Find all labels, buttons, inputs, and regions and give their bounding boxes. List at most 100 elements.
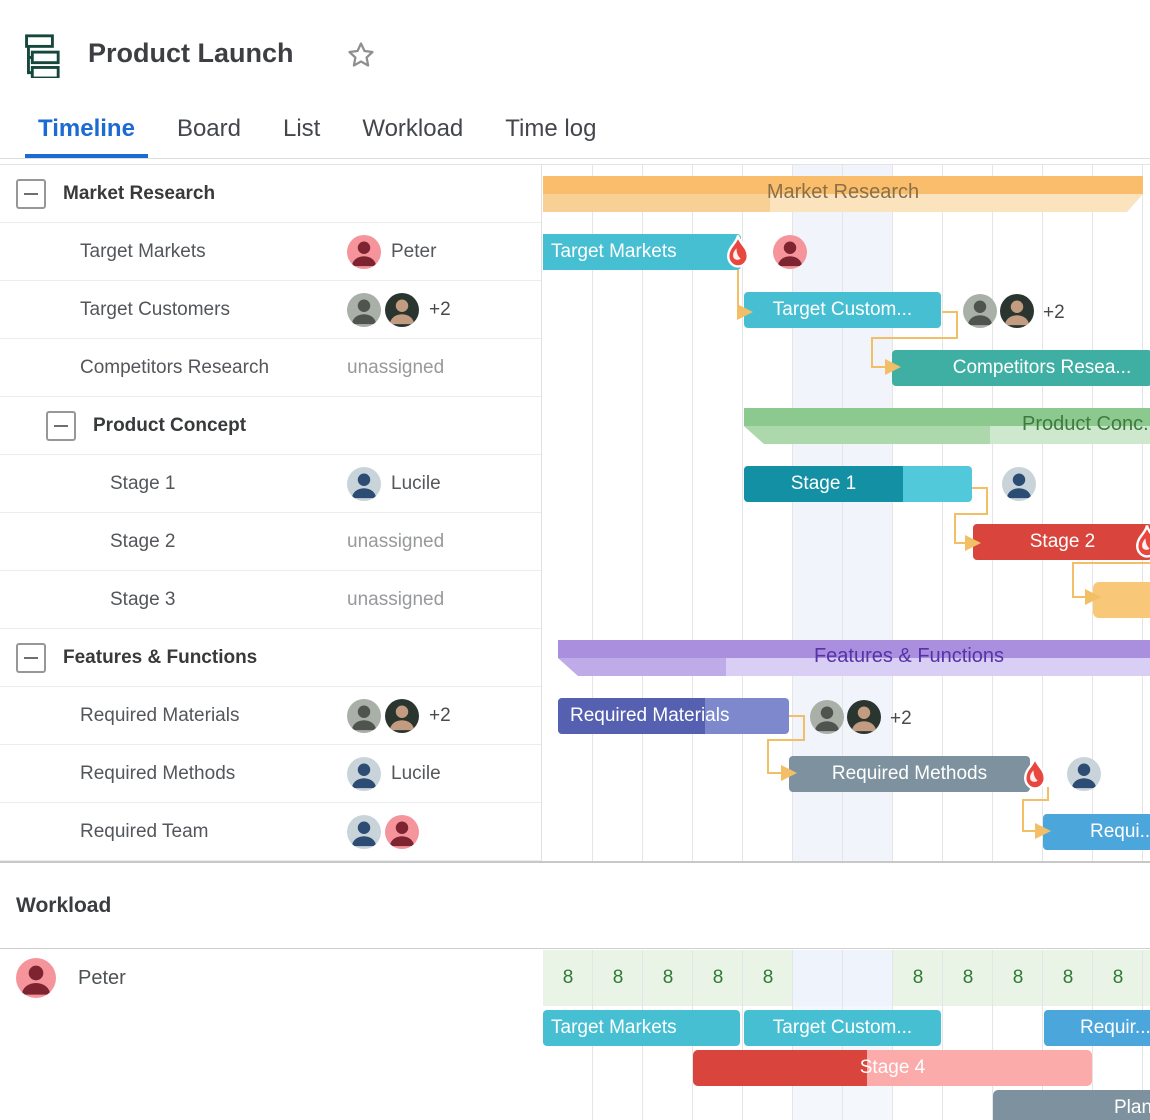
gantt-bar-features-functions[interactable] [558,640,1150,676]
workload-bar-stage-4[interactable]: Stage 4 [693,1050,1092,1086]
gantt-bar-label: Target Custom... [772,299,913,320]
collapse-button[interactable] [46,410,76,441]
workload-bar-target-markets[interactable]: Target Markets [543,1010,740,1046]
hours-cell: 8 [943,950,993,1006]
section-divider [0,861,1150,863]
task-name: Required Team [80,820,209,842]
gantt-bar-label: Stage 1 [790,473,857,494]
workload-bar-label: Plan... [1114,1097,1150,1118]
hours-cell: 8 [1043,950,1093,1006]
gantt-bar-label: Target Markets [551,241,677,262]
table-row-required-team[interactable]: Required Team [0,803,541,861]
table-row-required-methods[interactable]: Required Methods Lucile [0,745,541,803]
tab-time-log[interactable]: Time log [505,115,597,142]
table-row-target-customers[interactable]: Target Customers +2 [0,281,541,339]
tab-board[interactable]: Board [176,115,241,142]
assignee-overflow-count: +2 [1043,302,1065,323]
avatar-lucile [1002,467,1036,501]
star-favorite-icon[interactable] [346,40,376,70]
workload-bar-label: Target Markets [551,1017,677,1038]
workload-bar-label: Target Custom... [772,1017,913,1038]
task-name: Required Materials [80,704,240,726]
assignee-cell: unassigned [347,531,444,553]
task-name: Competitors Research [80,356,270,378]
tab-timeline[interactable]: Timeline [25,107,148,158]
gantt-chart: Market Research Product Conc... Features… [543,165,1150,861]
workload-grid: 8 8 8 8 8 8 8 8 8 8 Target Markets Targe… [543,950,1150,1120]
gantt-bar-required-materials[interactable]: Required Materials [558,698,789,734]
avatar-peter [385,814,419,849]
table-row-stage-2[interactable]: Stage 2 unassigned [0,513,541,571]
page-title: Product Launch [88,38,294,68]
table-row-stage-1[interactable]: Stage 1 Lucile [0,455,541,513]
task-name: Target Markets [80,240,206,262]
gantt-bar-target-customers[interactable]: Target Custom... [744,292,941,328]
hours-cell-weekend [843,950,893,1006]
table-row-market-research[interactable]: Market Research [0,165,541,223]
project-hierarchy-icon [16,32,62,80]
gantt-bar-label: Required Materials [570,705,730,726]
collapse-button[interactable] [16,178,46,209]
assignee-unassigned: unassigned [347,530,445,552]
avatar-dark-hair [1000,294,1034,328]
avatar-lucile [347,466,381,501]
tab-list[interactable]: List [282,115,321,142]
gantt-bar-required-team[interactable]: Requi... [1043,814,1150,850]
table-row-competitors-research[interactable]: Competitors Research unassigned [0,339,541,397]
header-divider [0,158,1150,159]
table-row-required-materials[interactable]: Required Materials +2 [0,687,541,745]
hours-cell: 8 [993,950,1043,1006]
hours-cell: 8 [693,950,743,1006]
workload-bar-required[interactable]: Requir... [1044,1010,1150,1046]
task-name: Stage 3 [110,588,176,610]
gantt-bar-competitors-research[interactable]: Competitors Resea... [892,350,1150,386]
assignee-cell: Lucile [347,756,441,791]
assignee-unassigned: unassigned [347,356,445,378]
panel-top-divider [0,164,1150,165]
gantt-bar-stage-3[interactable] [1093,582,1150,618]
gantt-bar-label: Competitors Resea... [952,357,1132,378]
assignee-name: Lucile [391,472,441,494]
avatar-dark-hair [385,698,419,733]
workload-header: Workload [0,863,1150,949]
workload-person-row[interactable]: Peter [16,958,126,998]
hours-cell: 8 [743,950,793,1006]
hours-cell: 8 [1093,950,1143,1006]
task-name: Product Concept [93,414,247,436]
avatar-peter [16,958,56,998]
avatar-peter [347,234,381,269]
hours-cell: 8 [643,950,693,1006]
avatar-sunglasses [963,294,997,328]
task-name: Stage 1 [110,472,176,494]
workload-bar-label: Requir... [1080,1017,1150,1038]
assignee-name: Lucile [391,762,441,784]
avatar-lucile [347,756,381,791]
workload-title: Workload [16,893,112,917]
table-row-target-markets[interactable]: Target Markets Peter [0,223,541,281]
task-name: Target Customers [80,298,230,320]
table-row-product-concept[interactable]: Product Concept [0,397,541,455]
hours-cell: 8 [543,950,593,1006]
gantt-bar-label: Requi... [1090,821,1150,842]
gantt-bar-market-research[interactable] [543,176,1143,212]
gantt-bar-required-methods[interactable]: Required Methods [789,756,1030,792]
assignee-cell [347,814,419,849]
gantt-bar-product-concept[interactable] [744,408,1150,444]
hours-cell: 8 [893,950,943,1006]
workload-bar-plan[interactable]: Plan... [993,1090,1150,1120]
table-row-features-functions[interactable]: Features & Functions [0,629,541,687]
avatar-peter [773,235,807,269]
gantt-bar-label: Stage 2 [1029,531,1096,552]
workload-bar-target-customers[interactable]: Target Custom... [744,1010,941,1046]
table-row-stage-3[interactable]: Stage 3 unassigned [0,571,541,629]
avatar-sunglasses [810,700,844,734]
task-name: Features & Functions [63,646,258,668]
gantt-bar-target-markets[interactable]: Target Markets [543,234,741,270]
tab-workload[interactable]: Workload [362,115,464,142]
hours-cell [1143,950,1150,1006]
avatar-lucile [1067,757,1101,791]
gantt-bar-stage-1[interactable]: Stage 1 [744,466,972,502]
avatar-sunglasses [347,292,381,327]
gantt-bar-stage-2[interactable]: Stage 2 [973,524,1150,560]
collapse-button[interactable] [16,642,46,673]
